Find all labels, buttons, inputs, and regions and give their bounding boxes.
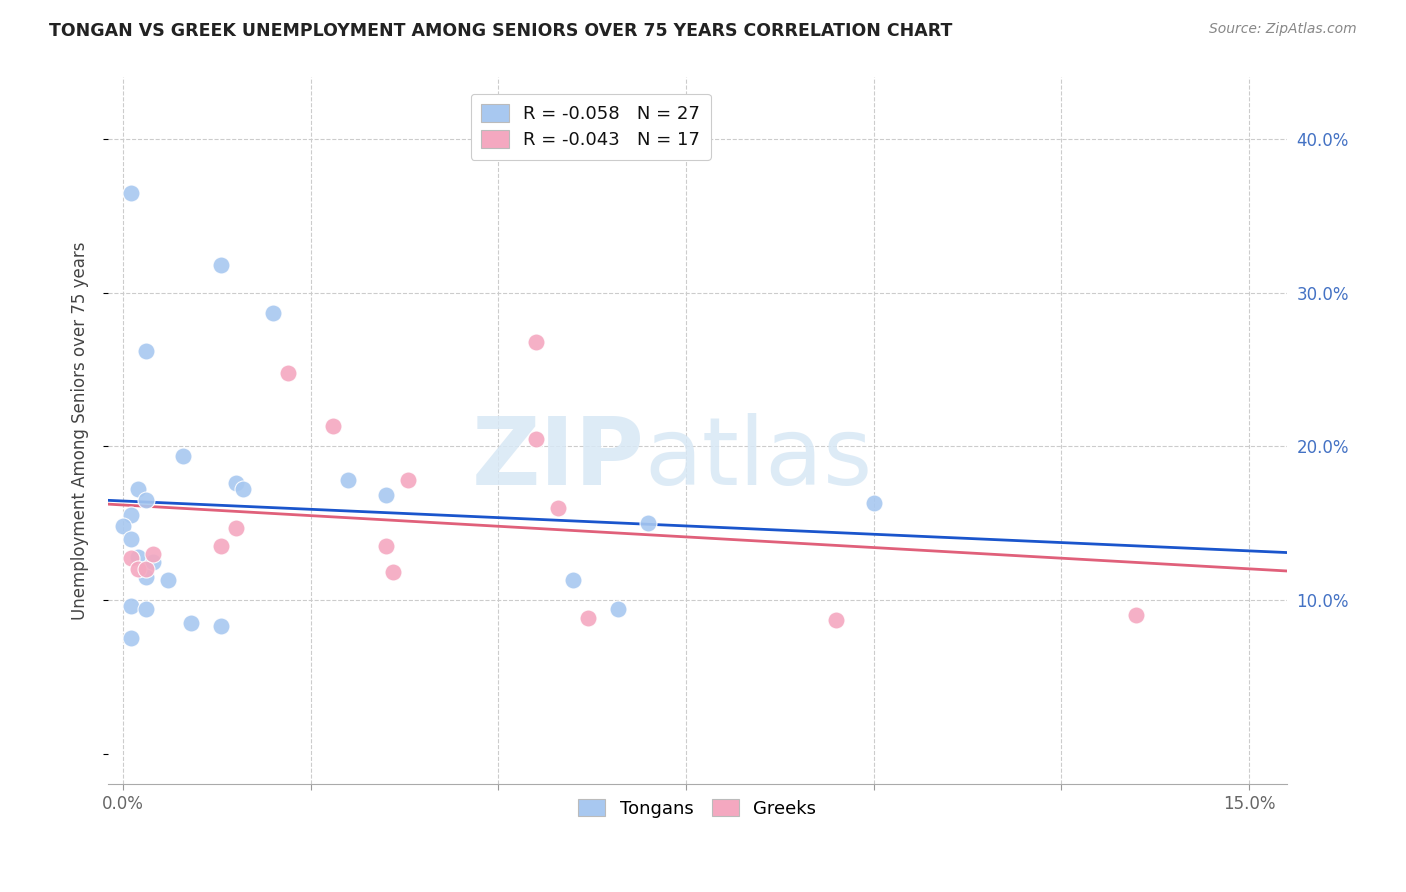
Point <box>127 483 149 497</box>
Point <box>135 602 157 616</box>
Legend: Tongans, Greeks: Tongans, Greeks <box>571 791 824 825</box>
Y-axis label: Unemployment Among Seniors over 75 years: Unemployment Among Seniors over 75 years <box>72 242 89 620</box>
Point <box>120 508 142 523</box>
Point <box>142 547 165 561</box>
Point <box>396 473 419 487</box>
Point <box>135 562 157 576</box>
Point <box>120 186 142 200</box>
Point <box>862 496 884 510</box>
Point <box>127 549 149 564</box>
Point <box>578 611 600 625</box>
Text: TONGAN VS GREEK UNEMPLOYMENT AMONG SENIORS OVER 75 YEARS CORRELATION CHART: TONGAN VS GREEK UNEMPLOYMENT AMONG SENIO… <box>49 22 953 40</box>
Point <box>262 305 284 319</box>
Point <box>1125 608 1147 623</box>
Text: ZIP: ZIP <box>471 413 644 505</box>
Point <box>142 555 165 569</box>
Point <box>232 483 254 497</box>
Point <box>382 566 405 580</box>
Point <box>524 334 547 349</box>
Point <box>337 473 360 487</box>
Text: Source: ZipAtlas.com: Source: ZipAtlas.com <box>1209 22 1357 37</box>
Point <box>135 493 157 508</box>
Point <box>374 488 396 502</box>
Point <box>562 573 585 587</box>
Point <box>277 366 299 380</box>
Point <box>225 521 247 535</box>
Point <box>209 539 232 553</box>
Point <box>180 615 202 630</box>
Point <box>225 476 247 491</box>
Point <box>524 432 547 446</box>
Point <box>825 613 848 627</box>
Point <box>209 619 232 633</box>
Point <box>172 449 194 463</box>
Point <box>157 573 180 587</box>
Point <box>547 500 569 515</box>
Point <box>374 539 396 553</box>
Point <box>120 551 142 566</box>
Point <box>127 562 149 576</box>
Text: atlas: atlas <box>644 413 873 505</box>
Point <box>120 632 142 646</box>
Point <box>135 570 157 584</box>
Point <box>209 258 232 272</box>
Point <box>135 344 157 359</box>
Point <box>607 602 630 616</box>
Point <box>120 599 142 614</box>
Point <box>120 532 142 546</box>
Point <box>111 519 134 533</box>
Point <box>637 516 659 530</box>
Point <box>322 419 344 434</box>
